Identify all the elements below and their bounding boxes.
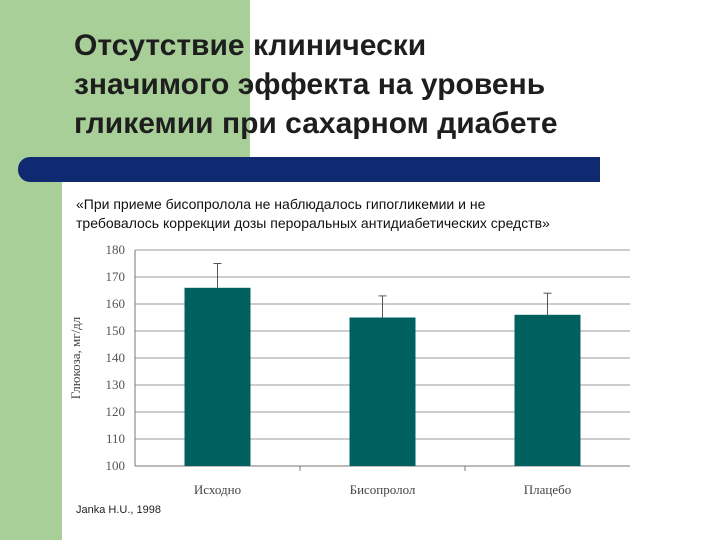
bar: [514, 314, 581, 466]
title-line-1: Отсутствие клинически: [74, 29, 427, 62]
y-tick-label: 100: [106, 458, 126, 473]
y-tick-label: 130: [106, 377, 126, 392]
quote-line-2: требовалось коррекции дозы пероральных а…: [76, 215, 550, 231]
y-tick-label: 170: [106, 269, 126, 284]
slide-title: Отсутствие клинически значимого эффекта …: [74, 26, 714, 143]
x-category-label: Бисопролол: [350, 482, 416, 497]
title-divider-bar: [18, 157, 600, 182]
accent-green-strip: [0, 168, 62, 540]
bar: [349, 317, 416, 466]
y-tick-label: 140: [106, 350, 126, 365]
title-line-2: значимого эффекта на уровень: [74, 68, 546, 101]
quote-line-1: «При приеме бисопролола не наблюдалось г…: [76, 196, 486, 212]
y-tick-label: 110: [106, 431, 125, 446]
accent-green-block: [0, 0, 250, 168]
y-tick-label: 180: [106, 242, 126, 257]
y-axis-label: Глюкоза, мг/дл: [68, 316, 83, 400]
y-tick-label: 150: [106, 323, 126, 338]
bar: [184, 287, 251, 466]
y-tick-label: 160: [106, 296, 126, 311]
x-category-label: Исходно: [194, 482, 241, 497]
title-line-3: гликемии при сахарном диабете: [74, 107, 558, 140]
glucose-bar-chart: 100 110 120 130 140 150 160 170 180 Исходно Бисопр…: [106, 242, 630, 497]
y-tick-label: 120: [106, 404, 126, 419]
source-citation: Janka H.U., 1998: [76, 504, 161, 516]
quote-text: «При приеме бисопролола не наблюдалось г…: [76, 195, 716, 233]
x-category-label: Плацебо: [524, 482, 572, 497]
